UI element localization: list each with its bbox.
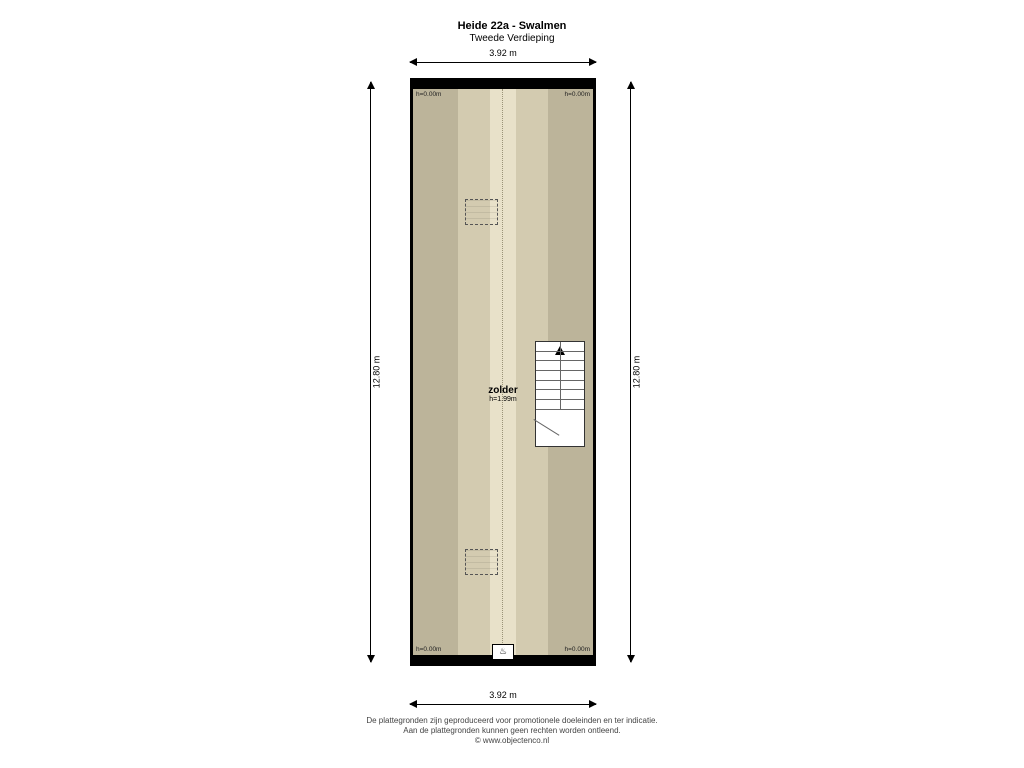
footer: De plattegronden zijn geproduceerd voor … xyxy=(0,716,1024,746)
stair-treads xyxy=(536,342,584,410)
room-height-label: h=1.99m xyxy=(473,396,533,403)
arrow-down-icon xyxy=(627,655,635,663)
roof-hatch xyxy=(465,549,498,575)
room-name: zolder xyxy=(473,385,533,396)
stairs xyxy=(535,341,585,447)
page-subtitle: Tweede Verdieping xyxy=(0,33,1024,44)
arrow-up-icon xyxy=(367,81,375,89)
stair-tread xyxy=(536,352,584,362)
page-title: Heide 22a - Swalmen xyxy=(0,20,1024,32)
roof-ridge-line xyxy=(502,89,503,655)
corner-height-label: h=0.00m xyxy=(565,91,590,98)
dimension-width-label: 3.92 m xyxy=(483,48,523,58)
footer-line: Aan de plattegronden kunnen geen rechten… xyxy=(0,726,1024,736)
dimension-height-label: 12.80 m xyxy=(371,352,381,393)
stair-tread xyxy=(536,391,584,401)
stair-tread xyxy=(536,400,584,410)
stair-tread xyxy=(536,381,584,391)
stair-tread xyxy=(536,342,584,352)
arrow-right-icon xyxy=(589,58,597,66)
stair-landing xyxy=(536,410,584,446)
dimension-left: 12.80 m xyxy=(370,82,371,662)
stair-tread xyxy=(536,361,584,371)
corner-height-label: h=0.00m xyxy=(416,646,441,653)
floorplan-interior: h=0.00m h=0.00m h=0.00m h=0.00m xyxy=(413,89,593,655)
dimension-height-label: 12.80 m xyxy=(631,352,641,393)
flue: ♨ xyxy=(492,644,514,660)
roof-hatch xyxy=(465,199,498,225)
corner-height-label: h=0.00m xyxy=(416,91,441,98)
hatch-pattern xyxy=(466,200,497,224)
dimension-width-label: 3.92 m xyxy=(483,690,523,700)
arrow-up-icon xyxy=(627,81,635,89)
footer-line: De plattegronden zijn geproduceerd voor … xyxy=(0,716,1024,726)
stair-tread xyxy=(536,371,584,381)
dimension-line xyxy=(410,62,596,63)
room-label: zolder h=1.99m xyxy=(473,385,533,403)
dimension-top: 3.92 m xyxy=(410,52,596,53)
dimension-bottom: 3.92 m xyxy=(410,694,596,695)
arrow-right-icon xyxy=(589,700,597,708)
arrow-down-icon xyxy=(367,655,375,663)
flame-icon: ♨ xyxy=(499,646,507,657)
footer-copyright: © www.objectenco.nl xyxy=(0,736,1024,746)
title-block: Heide 22a - Swalmen Tweede Verdieping xyxy=(0,20,1024,44)
corner-height-label: h=0.00m xyxy=(565,646,590,653)
floor-stripe xyxy=(413,89,458,655)
dimension-line xyxy=(410,704,596,705)
floorplan-page: Heide 22a - Swalmen Tweede Verdieping 3.… xyxy=(0,0,1024,768)
dimension-right: 12.80 m xyxy=(630,82,631,662)
hatch-pattern xyxy=(466,550,497,574)
stair-diagonal xyxy=(536,410,586,428)
floorplan: h=0.00m h=0.00m h=0.00m h=0.00m xyxy=(410,78,596,666)
